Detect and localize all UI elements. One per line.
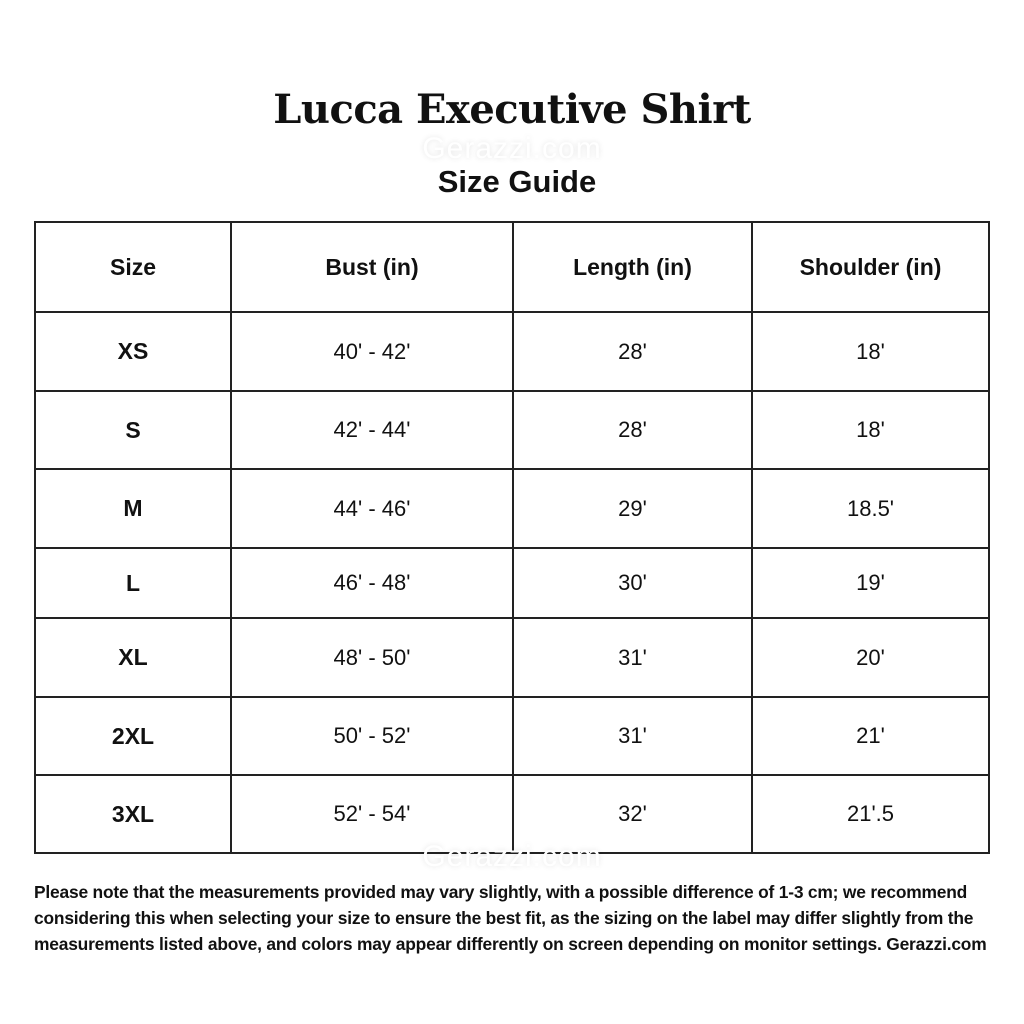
measurement-cell: 52' - 54' bbox=[230, 774, 514, 854]
column-header: Length (in) bbox=[512, 221, 753, 313]
measurement-cell: 18' bbox=[751, 390, 990, 470]
measurement-cell: 44' - 46' bbox=[230, 468, 514, 549]
table-row: M 44' - 46' 29' 18.5' bbox=[34, 468, 990, 549]
measurement-cell: 30' bbox=[512, 547, 753, 619]
measurement-cell: 29' bbox=[512, 468, 753, 549]
column-header: Size bbox=[34, 221, 232, 313]
measurement-cell: 19' bbox=[751, 547, 990, 619]
table-header-row: Size Bust (in) Length (in) Shoulder (in) bbox=[34, 221, 990, 313]
measurement-cell: 21' bbox=[751, 696, 990, 776]
size-cell: XS bbox=[34, 311, 232, 392]
size-cell: M bbox=[34, 468, 232, 549]
measurement-cell: 21'.5 bbox=[751, 774, 990, 854]
table-row: 2XL 50' - 52' 31' 21' bbox=[34, 696, 990, 776]
page-title: Lucca Executive Shirt bbox=[273, 86, 751, 133]
size-cell: 3XL bbox=[34, 774, 232, 854]
table-row: XS 40' - 42' 28' 18' bbox=[34, 311, 990, 392]
measurement-cell: 28' bbox=[512, 390, 753, 470]
measurement-cell: 20' bbox=[751, 617, 990, 698]
size-cell: S bbox=[34, 390, 232, 470]
measurement-cell: 18' bbox=[751, 311, 990, 392]
watermark: Gerazzi.com bbox=[422, 132, 602, 165]
column-header: Shoulder (in) bbox=[751, 221, 990, 313]
measurement-cell: 18.5' bbox=[751, 468, 990, 549]
size-cell: L bbox=[34, 547, 232, 619]
measurement-cell: 28' bbox=[512, 311, 753, 392]
table-row: 3XL 52' - 54' 32' 21'.5 bbox=[34, 774, 990, 854]
disclaimer-note: Please note that the measurements provid… bbox=[34, 882, 987, 954]
size-cell: 2XL bbox=[34, 696, 232, 776]
measurement-cell: 46' - 48' bbox=[230, 547, 514, 619]
page-subtitle: Size Guide bbox=[437, 164, 597, 199]
column-header: Bust (in) bbox=[230, 221, 514, 313]
measurement-cell: 32' bbox=[512, 774, 753, 854]
measurement-cell: 31' bbox=[512, 617, 753, 698]
watermark: Gerazzi.com bbox=[422, 840, 602, 873]
measurement-cell: 48' - 50' bbox=[230, 617, 514, 698]
measurement-cell: 31' bbox=[512, 696, 753, 776]
size-table: Size Bust (in) Length (in) Shoulder (in)… bbox=[34, 221, 990, 854]
table-row: XL 48' - 50' 31' 20' bbox=[34, 617, 990, 698]
size-cell: XL bbox=[34, 617, 232, 698]
measurement-cell: 40' - 42' bbox=[230, 311, 514, 392]
table-row: L 46' - 48' 30' 19' bbox=[34, 547, 990, 619]
table-row: S 42' - 44' 28' 18' bbox=[34, 390, 990, 470]
measurement-cell: 50' - 52' bbox=[230, 696, 514, 776]
measurement-cell: 42' - 44' bbox=[230, 390, 514, 470]
